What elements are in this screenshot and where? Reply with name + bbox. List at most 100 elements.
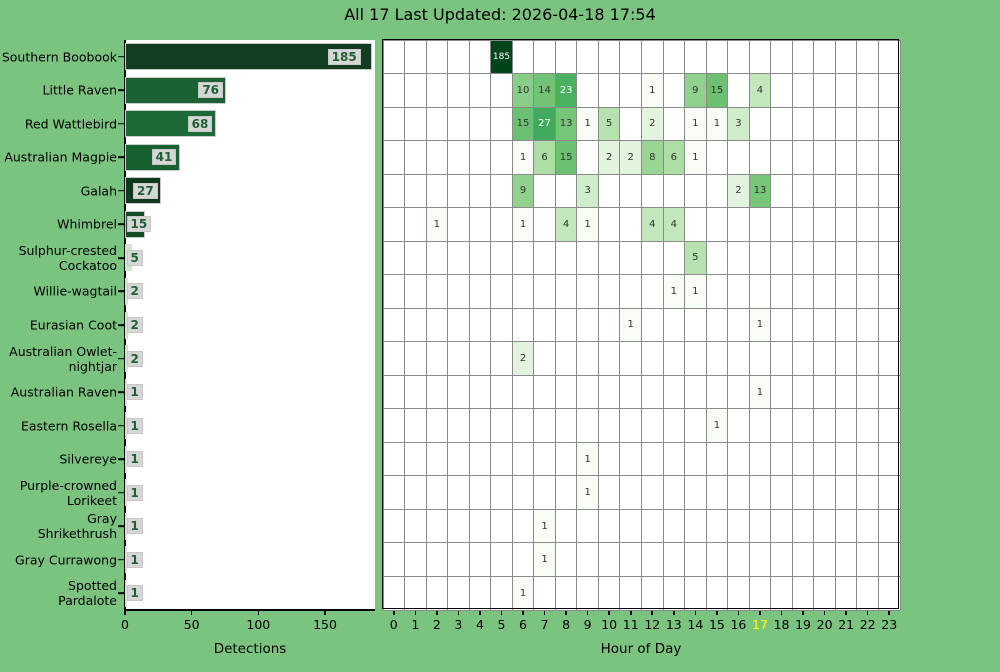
- xtick-label-hour: 18: [773, 617, 790, 632]
- heatmap-cell: 4: [641, 207, 664, 242]
- xtick-label-hour: 13: [665, 617, 682, 632]
- x-axis-title-detections: Detections: [213, 641, 287, 657]
- heatmap-cell: 1: [684, 140, 707, 175]
- y-axis-tick: [118, 156, 124, 159]
- heatmap-cell: 6: [663, 140, 685, 175]
- heatmap-cell: 8: [641, 140, 664, 175]
- y-axis-tick: [118, 491, 124, 494]
- grid-line-vertical: [533, 40, 535, 610]
- xtick-label-hour: 14: [687, 617, 704, 632]
- heatmap-cell: 1: [706, 408, 728, 443]
- xtick-label-hour: 20: [816, 617, 833, 632]
- xtick-label-detections: 100: [246, 617, 271, 632]
- x-axis-tick: [257, 610, 260, 615]
- x-axis-tick: [190, 610, 193, 615]
- grid-line-horizontal: [383, 441, 900, 443]
- xtick-label-hour: 21: [838, 617, 855, 632]
- x-axis-tick: [759, 610, 761, 615]
- grid-line-vertical: [705, 40, 707, 610]
- xtick-label-hour: 4: [475, 617, 484, 632]
- heatmap-cell: 2: [598, 140, 620, 175]
- y-axis-tick: [118, 558, 124, 561]
- xtick-label-hour: 10: [601, 617, 618, 632]
- x-axis-tick: [845, 610, 847, 615]
- grid-line-vertical: [856, 40, 858, 610]
- x-axis-tick: [586, 610, 589, 615]
- xtick-label-hour: 5: [497, 617, 506, 632]
- heatmap-cell: 185: [490, 40, 513, 74]
- heatmap-cell: 14: [533, 73, 556, 108]
- ytick-label-species: Gray Shrikethrush: [37, 511, 117, 542]
- y-axis-tick: [118, 324, 124, 326]
- x-axis-tick: [866, 610, 869, 615]
- xtick-label-hour: 8: [562, 617, 571, 632]
- grid-line-vertical: [382, 40, 384, 610]
- x-axis-tick: [124, 610, 126, 615]
- grid-line-horizontal: [383, 307, 900, 309]
- grid-line-vertical: [641, 40, 642, 610]
- y-axis-tick: [118, 257, 124, 259]
- grid-line-horizontal: [383, 575, 900, 577]
- x-axis-tick: [457, 610, 460, 615]
- y-axis-tick: [118, 290, 124, 293]
- heatmap-cell: 4: [555, 207, 577, 242]
- grid-line-horizontal: [383, 173, 900, 175]
- heatmap-cell: 9: [512, 174, 534, 208]
- heatmap-cell: 2: [512, 341, 534, 376]
- bar-value-label: 2: [126, 350, 143, 367]
- ytick-label-species: Australian Owlet-nightjar: [9, 343, 117, 374]
- heatmap-cell: 1: [576, 207, 599, 242]
- xtick-label-detections: 150: [313, 617, 337, 632]
- ytick-label-species: Eurasian Coot: [29, 317, 117, 333]
- bar-value-label: 41: [151, 149, 177, 166]
- heatmap-cell: 3: [576, 174, 599, 208]
- heatmap-cell: 5: [598, 107, 620, 141]
- grid-line-horizontal: [383, 73, 900, 75]
- xtick-label-hour: 15: [708, 617, 725, 632]
- grid-line-horizontal: [383, 274, 900, 276]
- y-axis-tick: [118, 424, 124, 427]
- heatmap-cell: 6: [533, 140, 556, 175]
- x-axis-tick: [414, 610, 417, 615]
- grid-line-vertical: [511, 40, 513, 610]
- x-axis-tick: [500, 610, 503, 615]
- heatmap-cell: 27: [533, 107, 556, 141]
- x-axis-tick: [436, 610, 438, 615]
- heatmap-cell: 13: [749, 174, 771, 208]
- bar-value-label: 15: [126, 216, 152, 233]
- grid-line-vertical: [597, 40, 599, 610]
- grid-line-vertical: [770, 40, 772, 610]
- y-axis-tick: [118, 391, 124, 393]
- heatmap-cell: 1: [684, 274, 707, 309]
- bar-value-label: 1: [126, 484, 143, 501]
- heatmap-cell: 1: [663, 274, 685, 309]
- ytick-label-species: Whimbrel: [57, 216, 117, 232]
- bar-value-label: 1: [126, 551, 143, 568]
- grid-line-vertical: [576, 40, 578, 610]
- grid-line-vertical: [490, 40, 492, 610]
- ytick-label-species: Gray Currawong: [15, 552, 117, 568]
- bar-value-label: 68: [187, 115, 213, 132]
- x-axis-tick: [324, 610, 326, 615]
- x-axis-tick: [780, 610, 783, 615]
- bar-chart-x-spine: [124, 609, 375, 611]
- x-axis-tick: [888, 610, 891, 615]
- heatmap-cell: 23: [555, 73, 577, 108]
- grid-line-vertical: [877, 40, 879, 610]
- heatmap-cell: 1: [426, 207, 448, 242]
- heatmap-cell: 1: [706, 107, 728, 141]
- heatmap-cell: 15: [706, 73, 728, 108]
- x-axis-tick: [716, 610, 718, 615]
- x-axis-tick: [673, 610, 675, 615]
- xtick-label-current-hour: 17: [752, 617, 768, 632]
- x-axis-tick: [823, 610, 826, 615]
- y-axis-tick: [118, 357, 124, 360]
- heatmap-cell: 4: [663, 207, 685, 242]
- y-axis-tick: [118, 223, 124, 226]
- x-axis-tick: [651, 610, 654, 615]
- grid-line-horizontal: [383, 106, 900, 108]
- x-axis-tick: [392, 610, 395, 615]
- y-axis-tick: [118, 123, 124, 125]
- bar-value-label: 2: [126, 283, 143, 300]
